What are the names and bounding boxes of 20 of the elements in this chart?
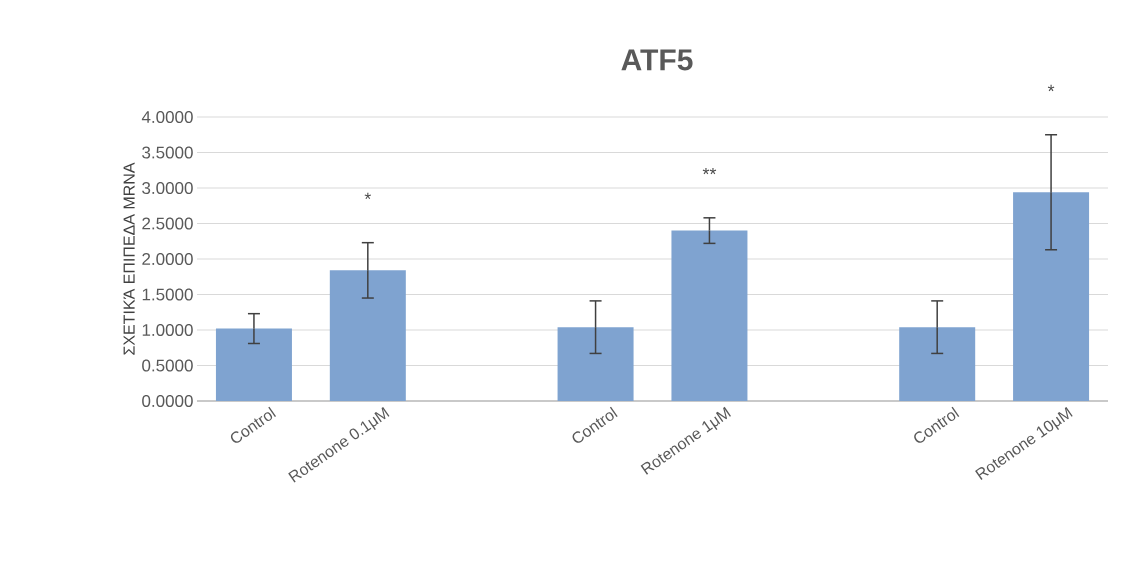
y-tick-label: 3.0000 [142, 181, 193, 195]
y-tick-label: 0.0000 [142, 394, 193, 408]
bar [329, 270, 406, 401]
y-tick-label: 1.5000 [142, 288, 193, 301]
bar [1013, 192, 1090, 401]
annotation: * [364, 192, 372, 200]
bar [899, 327, 976, 401]
y-tick-label: 2.5000 [142, 217, 193, 230]
bar [671, 230, 748, 401]
y-tick-label: 0.5000 [142, 359, 193, 372]
y-tick-label: 2.0000 [142, 252, 193, 266]
annotation: ** [702, 167, 717, 175]
text: * [1047, 84, 1055, 92]
bar [557, 327, 634, 401]
chart-title: ATF5 [621, 49, 693, 71]
y-tick-label: 1.0000 [142, 323, 193, 337]
y-tick-label: 4.0000 [141, 110, 193, 124]
y-tick-label: 3.5000 [142, 146, 193, 159]
y-axis-title: ΣΧΕΤΙΚΆ ΕΠΙΠΕΔΑ MRNA [123, 162, 135, 355]
bar [215, 328, 292, 401]
